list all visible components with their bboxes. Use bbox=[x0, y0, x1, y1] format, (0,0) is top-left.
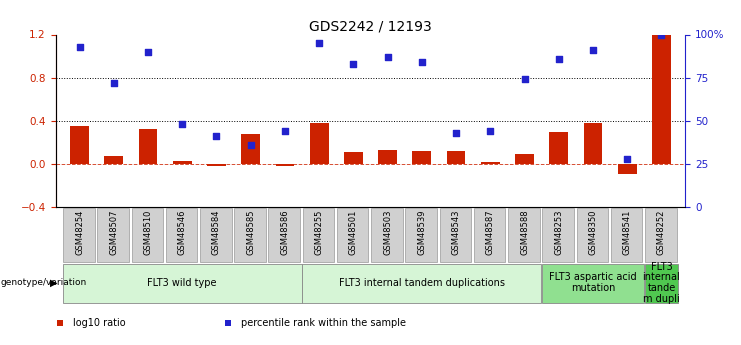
FancyBboxPatch shape bbox=[63, 264, 302, 303]
Text: GSM48507: GSM48507 bbox=[109, 210, 119, 255]
FancyBboxPatch shape bbox=[337, 208, 368, 262]
Text: GSM48546: GSM48546 bbox=[178, 210, 187, 255]
Bar bbox=[584, 123, 602, 164]
FancyBboxPatch shape bbox=[508, 208, 539, 262]
Point bbox=[450, 130, 462, 136]
FancyBboxPatch shape bbox=[474, 208, 505, 262]
Point bbox=[621, 156, 633, 161]
Point bbox=[279, 128, 291, 134]
Text: FLT3 aspartic acid
mutation: FLT3 aspartic acid mutation bbox=[549, 273, 637, 293]
Text: GSM48585: GSM48585 bbox=[246, 210, 255, 255]
Text: GSM48584: GSM48584 bbox=[212, 210, 221, 255]
Text: FLT3 wild type: FLT3 wild type bbox=[147, 278, 217, 288]
FancyBboxPatch shape bbox=[576, 208, 608, 262]
FancyBboxPatch shape bbox=[405, 208, 437, 262]
FancyBboxPatch shape bbox=[611, 208, 642, 262]
Text: GSM48539: GSM48539 bbox=[417, 210, 426, 255]
Text: GSM48541: GSM48541 bbox=[622, 210, 632, 255]
Bar bbox=[207, 164, 226, 166]
Text: percentile rank within the sample: percentile rank within the sample bbox=[241, 318, 406, 327]
Bar bbox=[70, 126, 89, 164]
Point bbox=[313, 40, 325, 46]
Title: GDS2242 / 12193: GDS2242 / 12193 bbox=[309, 19, 432, 33]
FancyBboxPatch shape bbox=[542, 264, 644, 303]
Point bbox=[656, 32, 668, 37]
Point bbox=[73, 44, 85, 49]
Text: GSM48588: GSM48588 bbox=[520, 210, 529, 255]
Bar bbox=[447, 151, 465, 164]
Text: GSM48255: GSM48255 bbox=[315, 210, 324, 255]
Text: GSM48510: GSM48510 bbox=[144, 210, 153, 255]
Text: genotype/variation: genotype/variation bbox=[1, 278, 87, 287]
Point bbox=[348, 61, 359, 67]
Point bbox=[587, 47, 599, 53]
FancyBboxPatch shape bbox=[234, 208, 266, 262]
Point bbox=[485, 128, 496, 134]
Bar bbox=[344, 152, 363, 164]
Text: ▶: ▶ bbox=[50, 278, 58, 288]
Point bbox=[142, 49, 154, 55]
Text: FLT3
internal
tande
m dupli: FLT3 internal tande m dupli bbox=[642, 262, 680, 304]
Text: GSM48503: GSM48503 bbox=[383, 210, 392, 255]
Bar bbox=[276, 164, 294, 166]
Bar bbox=[481, 162, 499, 164]
Text: log10 ratio: log10 ratio bbox=[73, 318, 126, 327]
Point bbox=[382, 54, 393, 60]
Bar bbox=[173, 161, 192, 164]
Bar bbox=[652, 34, 671, 164]
Point bbox=[553, 56, 565, 61]
FancyBboxPatch shape bbox=[97, 208, 129, 262]
Bar bbox=[104, 156, 123, 164]
Bar bbox=[549, 131, 568, 164]
FancyBboxPatch shape bbox=[63, 208, 95, 262]
Bar bbox=[618, 164, 637, 174]
Point bbox=[210, 134, 222, 139]
FancyBboxPatch shape bbox=[645, 208, 677, 262]
Text: GSM48350: GSM48350 bbox=[588, 210, 597, 255]
Point bbox=[519, 77, 531, 82]
FancyBboxPatch shape bbox=[166, 208, 197, 262]
Point bbox=[416, 59, 428, 65]
FancyBboxPatch shape bbox=[268, 208, 300, 262]
Bar bbox=[242, 134, 260, 164]
Text: GSM48252: GSM48252 bbox=[657, 210, 666, 255]
FancyBboxPatch shape bbox=[371, 208, 402, 262]
FancyBboxPatch shape bbox=[645, 264, 678, 303]
Text: GSM48543: GSM48543 bbox=[451, 210, 461, 255]
Text: GSM48586: GSM48586 bbox=[280, 210, 290, 255]
Bar bbox=[310, 123, 328, 164]
FancyBboxPatch shape bbox=[132, 208, 163, 262]
Text: GSM48501: GSM48501 bbox=[349, 210, 358, 255]
Text: GSM48253: GSM48253 bbox=[554, 210, 563, 255]
Text: GSM48587: GSM48587 bbox=[486, 210, 495, 255]
Bar bbox=[515, 154, 534, 164]
Bar bbox=[378, 150, 397, 164]
FancyBboxPatch shape bbox=[439, 208, 471, 262]
Bar bbox=[139, 129, 157, 164]
Point bbox=[108, 80, 120, 86]
FancyBboxPatch shape bbox=[200, 208, 231, 262]
Point bbox=[176, 121, 188, 127]
FancyBboxPatch shape bbox=[542, 208, 574, 262]
Point bbox=[245, 142, 256, 148]
Text: FLT3 internal tandem duplications: FLT3 internal tandem duplications bbox=[339, 278, 505, 288]
FancyBboxPatch shape bbox=[303, 208, 334, 262]
FancyBboxPatch shape bbox=[302, 264, 542, 303]
Bar bbox=[413, 151, 431, 164]
Text: GSM48254: GSM48254 bbox=[75, 210, 84, 255]
